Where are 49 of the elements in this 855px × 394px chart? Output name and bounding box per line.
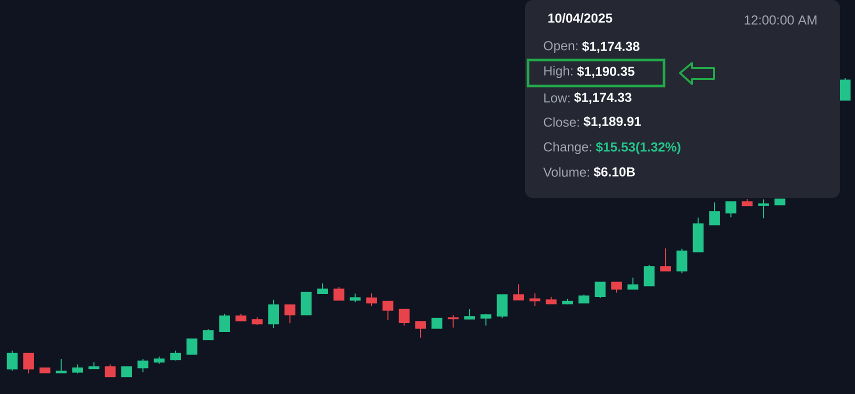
candlestick [480,313,492,326]
candlestick [529,292,540,307]
annotation: $15.53(1.32%) [596,142,680,154]
annotation: Volume: [543,167,589,177]
candlestick [202,328,214,340]
annotation: Change: [544,142,592,154]
candlestick [496,294,508,319]
text: 10/04/2025 [548,13,612,23]
candlestick [219,313,230,332]
candlestick [431,318,442,329]
text: $1,174.38 [582,41,640,53]
candlestick [676,248,688,274]
annotation: Close: [544,117,579,127]
candlestick [334,286,344,301]
annotation: $1,189.91 [584,116,641,128]
candlestick [382,300,394,320]
candlestick [725,200,736,218]
candlestick [170,350,181,362]
candlestick [284,304,296,324]
candlestick [186,338,198,355]
candlestick [56,358,67,374]
candlestick [611,282,622,294]
candlestick [758,198,769,219]
candlestick [317,282,328,294]
candlestick [840,78,851,101]
candlestick [644,264,655,286]
candlestick [594,282,606,299]
candlestick [6,350,18,372]
candlestick [415,321,426,338]
candlestick [398,308,410,326]
text: 12:00:00 AM [744,15,816,25]
candlestick [627,277,638,290]
candlestick [104,364,116,378]
annotation: Low: [544,93,570,103]
annotation: High: [544,66,572,78]
candlestick [366,292,377,307]
annotation: $6.10B [594,166,635,178]
text: Open: [544,41,578,53]
candlestick [268,299,279,328]
candlestick [23,352,34,374]
candlestick [121,366,132,378]
candlestick [709,202,720,226]
candlestick [138,358,148,373]
text: $1,190.35 [577,66,634,78]
candlestick [660,248,671,272]
annotation: $1,174.33 [574,92,632,104]
candlestick [464,308,475,320]
candlestick [300,292,312,316]
candlestick [513,284,524,300]
